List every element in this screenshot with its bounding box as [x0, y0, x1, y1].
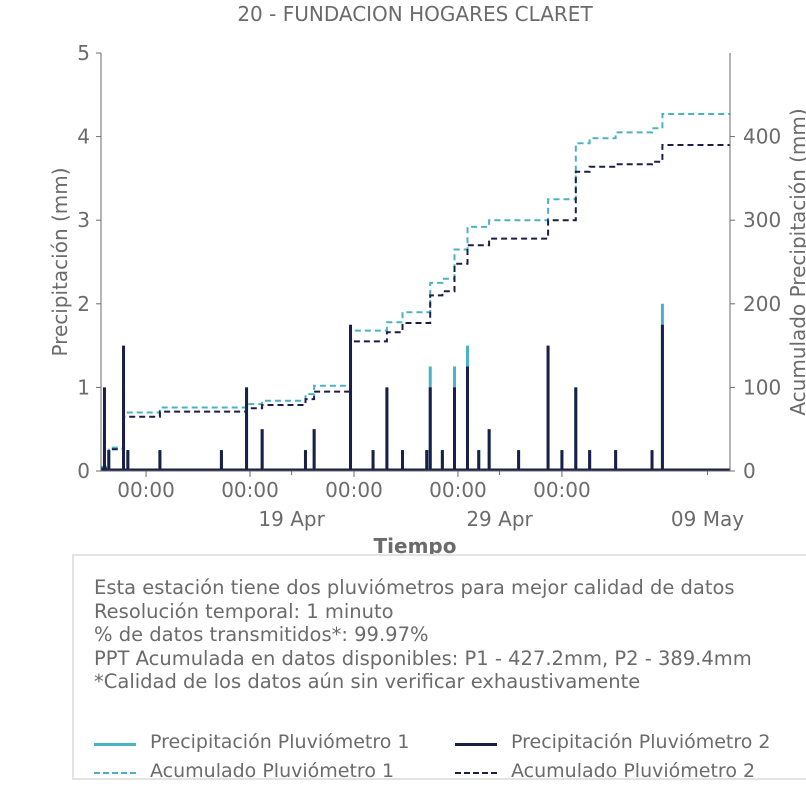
x-tick-label-time: 00:00	[533, 478, 591, 502]
x-tick-label-time: 00:00	[429, 478, 487, 502]
x-tick-label-date: 19 Apr	[258, 507, 325, 531]
info-line: % de datos transmitidos*: 99.97%	[94, 623, 429, 646]
y-tick-label-left: 3	[77, 208, 90, 232]
y-tick-label-left: 5	[77, 41, 90, 65]
cumulative-line-2	[101, 144, 730, 470]
info-box: Esta estación tiene dos pluviómetros par…	[72, 554, 806, 782]
y-tick-label-left: 1	[77, 375, 90, 399]
info-line: PPT Acumulada en datos disponibles: P1 -…	[94, 646, 752, 670]
x-tick-label-date: 29 Apr	[466, 507, 533, 531]
legend-swatch	[94, 772, 136, 774]
y-tick-label-right: 400	[743, 125, 781, 149]
legend-swatch	[455, 743, 497, 746]
chart-axes: 0 1 2 3 4 5 0 100 200 300 400 00:00 00:00 00:00 00:00 0…	[77, 41, 781, 531]
y-axis-right-label: Acumulado Precipitación (mm)	[786, 108, 806, 415]
legend-swatch	[455, 772, 497, 774]
info-line: Resolución temporal: 1 minuto	[94, 599, 394, 623]
y-tick-label-left: 4	[77, 125, 90, 149]
y-tick-label-right: 200	[743, 292, 781, 316]
info-line: Esta estación tiene dos pluviómetros par…	[94, 576, 735, 599]
y-tick-label-left: 0	[77, 459, 90, 483]
legend-label: Precipitación Pluviómetro 2	[511, 731, 771, 753]
y-tick-label-left: 2	[77, 292, 90, 316]
x-tick-label-time: 00:00	[117, 478, 175, 502]
y-tick-label-right: 0	[743, 459, 756, 483]
cumulative-line-1	[101, 113, 730, 468]
info-line: *Calidad de los datos aún sin verificar …	[94, 670, 641, 693]
legend-swatch	[94, 743, 136, 746]
x-tick-label-time: 00:00	[221, 478, 279, 502]
y-tick-label-right: 300	[743, 208, 781, 232]
legend-label: Acumulado Pluviómetro 1	[150, 760, 395, 782]
y-axis-left-label: Precipitación (mm)	[48, 167, 72, 356]
x-tick-label-date: 09 May	[671, 507, 744, 531]
y-tick-label-right: 100	[743, 375, 781, 399]
chart-marks	[101, 113, 730, 472]
legend-label: Precipitación Pluviómetro 1	[150, 731, 410, 753]
info-notes: Esta estación tiene dos pluviómetros par…	[94, 576, 752, 694]
chart-title: 20 - FUNDACION HOGARES CLARET	[237, 2, 593, 26]
legend-label: Acumulado Pluviómetro 2	[511, 760, 756, 782]
x-tick-label-time: 00:00	[325, 478, 383, 502]
